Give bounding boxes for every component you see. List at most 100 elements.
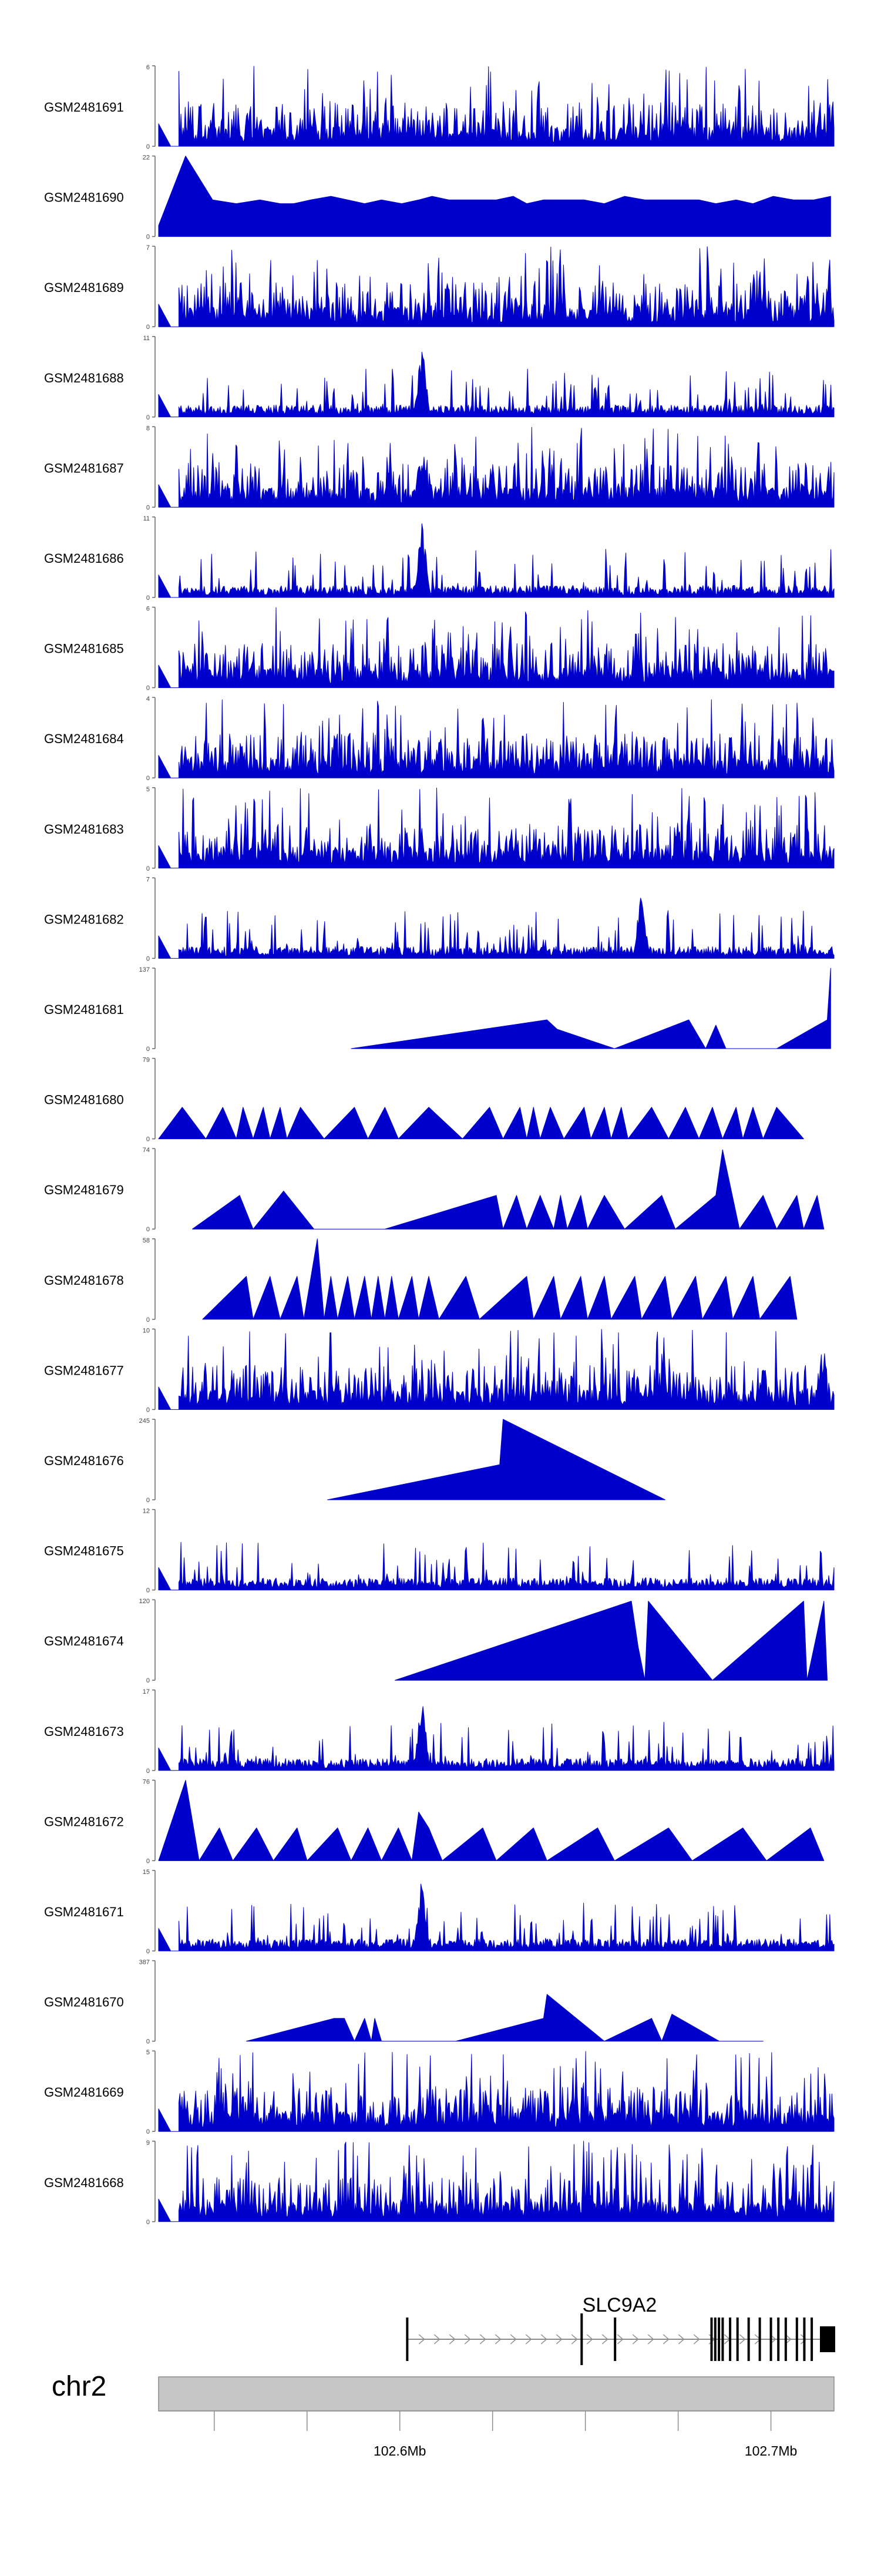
track-label: GSM2481674 [44,1634,124,1648]
gene-exon [795,2318,798,2361]
y-max-label: 12 [143,1508,150,1515]
gene-exon [614,2318,617,2361]
track-label: GSM2481671 [44,1905,124,1919]
track-GSM2481683: GSM2481683 5 0 [44,786,835,872]
strand-arrow-icon [601,2334,608,2345]
y-zero-label: 0 [146,2128,150,2135]
strand-arrow-icon [495,2334,502,2345]
y-max-label: 11 [143,515,150,522]
y-max-label: 6 [146,64,150,71]
track-label: GSM2481684 [44,731,124,746]
track-GSM2481690: GSM2481690 22 0 [44,155,831,241]
track-GSM2481691: GSM2481691 6 0 [44,64,835,150]
ideogram-bar [158,2376,835,2412]
gene-exon [736,2318,739,2361]
gene-exon [811,2318,813,2361]
y-zero-label: 0 [146,324,150,331]
strand-arrow-icon [678,2334,685,2345]
coverage-area [158,787,835,869]
y-max-label: 137 [139,966,150,973]
track-GSM2481669: GSM2481669 5 0 [44,2049,835,2135]
track-GSM2481671: GSM2481671 15 0 [44,1869,835,1955]
strand-arrow-icon [556,2334,563,2345]
y-zero-label: 0 [146,1226,150,1233]
gene-exon [777,2318,780,2361]
y-zero-label: 0 [146,1406,150,1413]
track-GSM2481681: GSM2481681 137 0 [44,966,831,1053]
track-GSM2481670: GSM2481670 387 0 [44,1959,764,2046]
track-GSM2481687: GSM2481687 8 0 [44,425,835,511]
track-GSM2481689: GSM2481689 7 0 [44,244,835,331]
coverage-area [158,699,835,778]
y-zero-label: 0 [146,1497,150,1504]
y-max-label: 245 [139,1418,150,1425]
track-GSM2481685: GSM2481685 6 0 [44,606,835,692]
track-label: GSM2481678 [44,1273,124,1288]
coverage-area [327,1419,665,1500]
coverage-area [395,1601,828,1681]
strand-arrow-icon [800,2334,807,2345]
y-max-label: 15 [143,1869,150,1876]
y-zero-label: 0 [146,775,150,782]
strand-arrow-icon [433,2334,441,2345]
y-zero-label: 0 [146,865,150,872]
coverage-area [351,968,831,1049]
y-zero-label: 0 [146,2038,150,2046]
y-max-label: 6 [146,606,150,613]
coverage-area [158,2051,835,2132]
y-zero-label: 0 [146,1587,150,1594]
y-zero-label: 0 [146,1136,150,1143]
gene-exon [718,2318,721,2361]
track-GSM2481680: GSM2481680 79 0 [44,1057,804,1143]
coverage-tracks: GSM248169160GSM2481690220GSM248168970GSM… [44,64,835,2226]
track-GSM2481677: GSM2481677 10 0 [44,1327,835,1413]
y-max-label: 58 [143,1237,150,1244]
gene-exon [803,2318,806,2361]
y-max-label: 79 [143,1057,150,1064]
coverage-area [246,1994,764,2042]
track-label: GSM2481673 [44,1724,124,1739]
coverage-area [158,523,835,598]
track-GSM2481668: GSM2481668 9 0 [44,2140,835,2226]
coverage-area [158,426,835,508]
coverage-area [158,351,835,418]
track-label: GSM2481687 [44,461,124,475]
coverage-area [158,1541,835,1591]
y-zero-label: 0 [146,143,150,150]
strand-arrow-icon [571,2334,578,2345]
coverage-area [158,246,835,327]
strand-arrow-icon [418,2334,425,2345]
strand-arrow-icon [540,2334,547,2345]
track-label: GSM2481670 [44,1995,124,2010]
coverage-area [158,1706,835,1771]
gene-exon [714,2318,717,2361]
strand-arrow-icon [647,2334,654,2345]
genome-axis: chr2 102.6Mb 102.7Mb [52,2371,835,2459]
gene-exon [729,2318,732,2361]
gene-exon [758,2318,761,2361]
track-label: GSM2481686 [44,551,124,566]
y-zero-label: 0 [146,685,150,692]
y-max-label: 5 [146,786,150,793]
y-zero-label: 0 [146,504,150,511]
strand-arrow-icon [739,2334,746,2345]
y-max-label: 4 [146,696,150,703]
track-label: GSM2481672 [44,1814,124,1829]
gene-exon [769,2318,772,2361]
y-max-label: 7 [146,244,150,251]
track-label: GSM2481680 [44,1093,124,1107]
track-GSM2481678: GSM2481678 58 0 [44,1237,798,1324]
y-max-label: 8 [146,425,150,432]
strand-arrow-icon [617,2334,624,2345]
y-zero-label: 0 [146,234,150,241]
track-label: GSM2481690 [44,190,124,205]
coverage-area [202,1238,798,1320]
coverage-area [158,66,835,147]
track-label: GSM2481682 [44,912,124,926]
strand-arrow-icon [632,2334,639,2345]
y-zero-label: 0 [146,1768,150,1775]
track-GSM2481675: GSM2481675 12 0 [44,1508,835,1594]
gene-name-label: SLC9A2 [583,2294,657,2316]
x-tick-label: 102.7Mb [745,2443,798,2459]
chromosome-label: chr2 [52,2371,106,2402]
